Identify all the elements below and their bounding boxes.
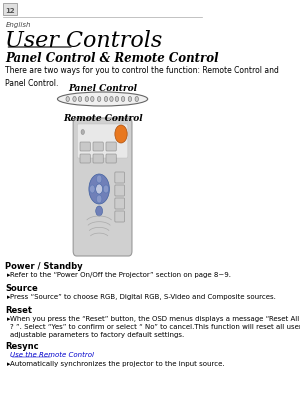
Text: English: English xyxy=(5,22,31,28)
Circle shape xyxy=(96,175,102,184)
Circle shape xyxy=(96,184,103,195)
Circle shape xyxy=(85,97,88,102)
FancyBboxPatch shape xyxy=(115,186,124,196)
Circle shape xyxy=(96,196,102,204)
FancyBboxPatch shape xyxy=(3,4,17,16)
Text: Panel Control: Panel Control xyxy=(68,84,137,93)
Text: ▸: ▸ xyxy=(7,293,10,299)
Circle shape xyxy=(115,126,127,144)
Text: Panel Control & Remote Control: Panel Control & Remote Control xyxy=(5,52,219,65)
Ellipse shape xyxy=(57,93,148,107)
FancyBboxPatch shape xyxy=(77,125,128,159)
Circle shape xyxy=(98,97,101,102)
Text: Press “Source” to choose RGB, Digital RGB, S-Video and Composite sources.: Press “Source” to choose RGB, Digital RG… xyxy=(10,293,276,299)
Text: Refer to the “Power On/Off the Projector” section on page 8~9.: Refer to the “Power On/Off the Projector… xyxy=(10,271,231,277)
FancyBboxPatch shape xyxy=(93,143,103,152)
Circle shape xyxy=(122,97,125,102)
Circle shape xyxy=(135,97,139,102)
Text: Resync: Resync xyxy=(5,341,39,350)
Circle shape xyxy=(90,186,95,193)
Text: Power / Standby: Power / Standby xyxy=(5,261,83,270)
FancyBboxPatch shape xyxy=(73,119,132,256)
Text: When you press the “Reset” button, the OSD menus displays a message “Reset All Y: When you press the “Reset” button, the O… xyxy=(10,315,300,337)
Circle shape xyxy=(89,175,110,204)
Circle shape xyxy=(96,207,103,216)
Text: User Controls: User Controls xyxy=(5,30,163,52)
Text: Source: Source xyxy=(5,283,38,292)
FancyBboxPatch shape xyxy=(115,173,124,184)
Text: Remote Control: Remote Control xyxy=(63,114,142,123)
FancyBboxPatch shape xyxy=(106,155,116,164)
Text: Automatically synchronizes the projector to the input source.: Automatically synchronizes the projector… xyxy=(10,360,225,366)
FancyBboxPatch shape xyxy=(80,155,90,164)
Text: ▸: ▸ xyxy=(7,360,10,366)
Circle shape xyxy=(78,97,82,102)
Circle shape xyxy=(115,97,118,102)
Circle shape xyxy=(91,97,94,102)
FancyBboxPatch shape xyxy=(93,155,103,164)
FancyBboxPatch shape xyxy=(80,143,90,152)
Circle shape xyxy=(73,97,76,102)
Text: Use the Remote Control: Use the Remote Control xyxy=(10,351,94,357)
Text: 12: 12 xyxy=(5,8,15,14)
FancyBboxPatch shape xyxy=(115,198,124,209)
FancyBboxPatch shape xyxy=(115,211,124,222)
Circle shape xyxy=(128,97,132,102)
Circle shape xyxy=(103,186,109,193)
Circle shape xyxy=(66,97,69,102)
Text: ▸: ▸ xyxy=(7,271,10,277)
Circle shape xyxy=(104,97,108,102)
Text: There are two ways for you to control the function: Remote Control and
Panel Con: There are two ways for you to control th… xyxy=(5,66,279,87)
Circle shape xyxy=(81,130,84,135)
Circle shape xyxy=(110,97,113,102)
Text: ▸: ▸ xyxy=(7,315,10,321)
Text: Reset: Reset xyxy=(5,305,32,314)
FancyBboxPatch shape xyxy=(106,143,116,152)
